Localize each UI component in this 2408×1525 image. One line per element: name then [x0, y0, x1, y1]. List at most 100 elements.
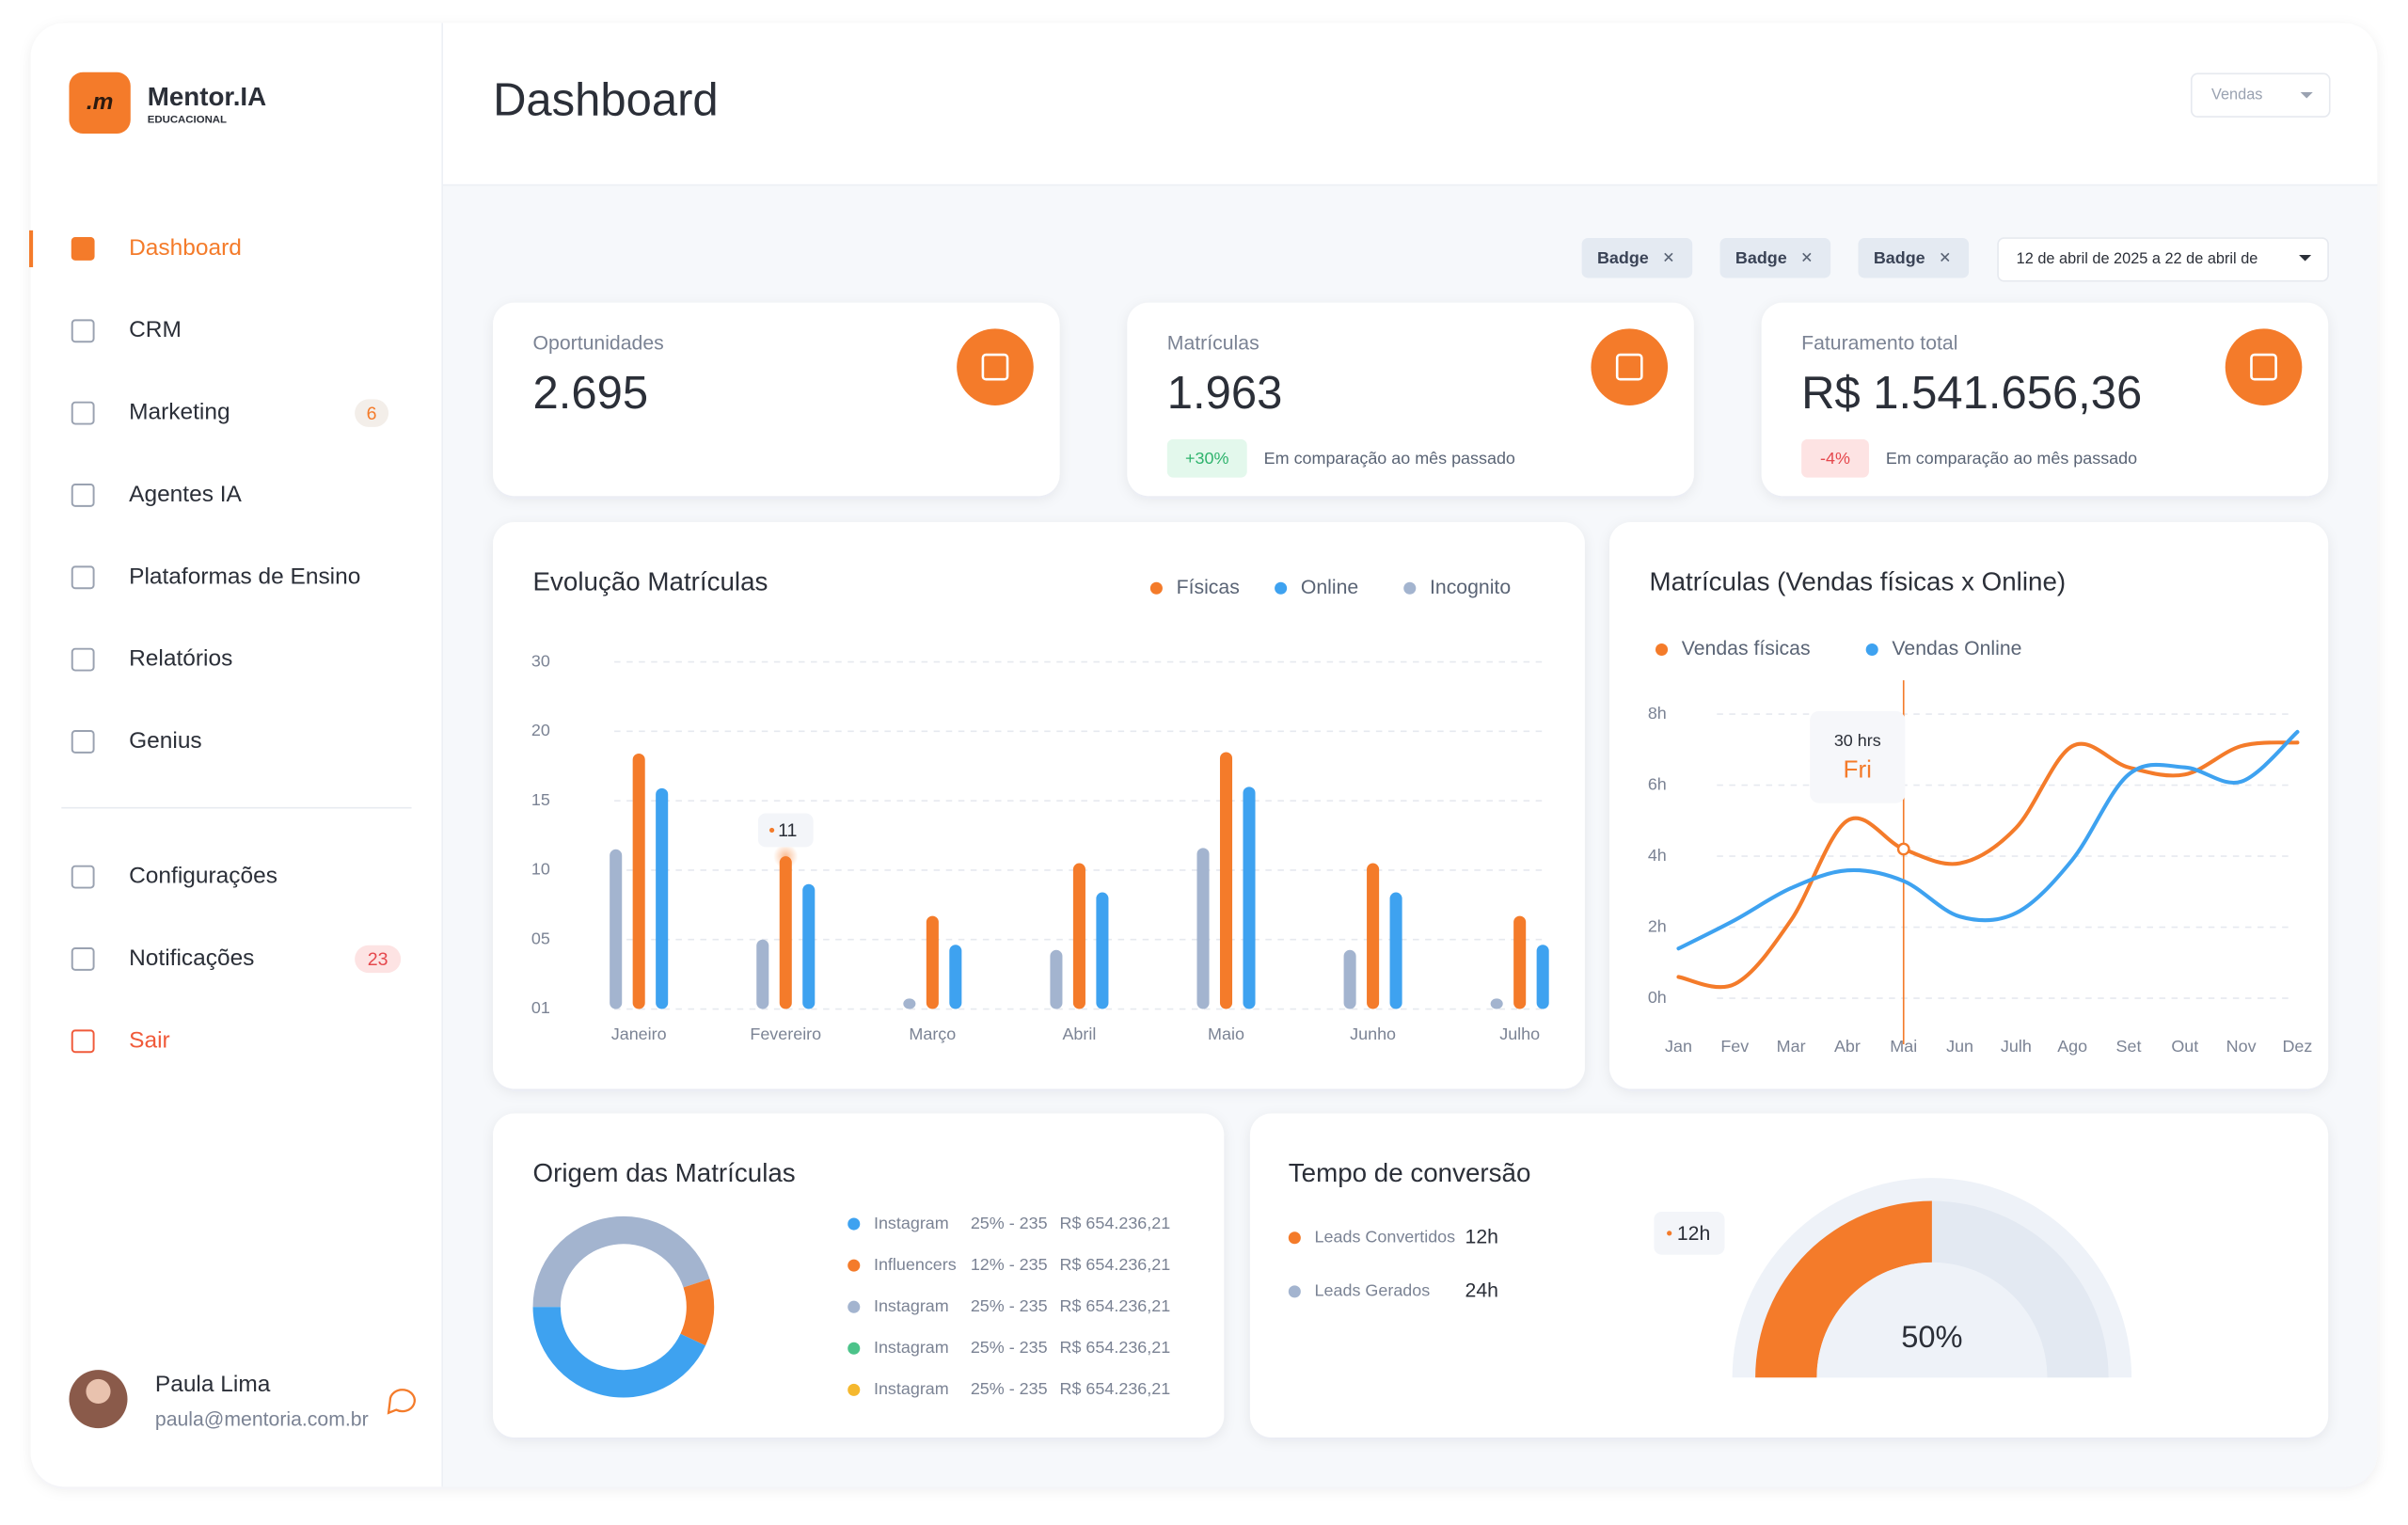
- bar: [949, 945, 962, 1009]
- chat-button[interactable]: [387, 1389, 416, 1415]
- x-tick-label: Abr: [1834, 1037, 1861, 1056]
- x-tick-label: Set: [2116, 1037, 2142, 1056]
- legend-name: Leads Convertidos: [1315, 1227, 1456, 1246]
- legend-name: Influencers: [874, 1255, 957, 1274]
- bar: [1536, 945, 1549, 1009]
- x-tick-label: Julh: [2001, 1037, 2032, 1056]
- bar: [632, 753, 645, 1009]
- nav-label[interactable]: Plataformas de Ensino: [129, 564, 360, 589]
- tooltip: [1654, 1211, 1725, 1255]
- nav-label[interactable]: Sair: [129, 1027, 170, 1053]
- tooltip-value: 12h: [1677, 1223, 1710, 1245]
- nav-label[interactable]: Genius: [129, 728, 202, 754]
- filter-badge-close: [1802, 252, 1812, 262]
- x-tick-label: Out: [2171, 1037, 2198, 1056]
- y-tick-label: 30: [531, 651, 550, 670]
- filter-badge[interactable]: [1719, 238, 1831, 278]
- legend-name: Instagram: [874, 1214, 949, 1232]
- nav-label[interactable]: Notificações: [129, 945, 254, 971]
- filter-badge-text: Badge: [1735, 248, 1787, 267]
- filter-badge[interactable]: [1858, 238, 1970, 278]
- legend-dot: [848, 1300, 861, 1313]
- page-title: Dashboard: [493, 74, 719, 125]
- bar: [1490, 998, 1503, 1009]
- x-tick-label: Ago: [2057, 1037, 2087, 1056]
- chart-title: Matrículas (Vendas físicas x Online): [1649, 567, 2066, 596]
- nav-active-indicator: [29, 230, 34, 268]
- nav-icon: [71, 730, 95, 754]
- legend-amount: R$ 654.236,21: [1060, 1255, 1171, 1274]
- kpi-card: [1761, 302, 2329, 497]
- filter-badge-text: Badge: [1597, 248, 1649, 267]
- brand-tagline: EDUCACIONAL: [148, 114, 227, 125]
- date-select[interactable]: [1997, 237, 2329, 282]
- x-tick-label: Abril: [1062, 1025, 1096, 1043]
- nav-icon: [71, 319, 95, 343]
- select-arrow: [2300, 91, 2313, 99]
- kpi-change-badge: [1801, 438, 1869, 478]
- legend-label: Físicas: [1177, 577, 1240, 598]
- bar-highlight: [773, 844, 799, 869]
- nav-icon: [71, 1029, 95, 1054]
- bar: [1196, 848, 1210, 1009]
- nav-icon: [71, 647, 95, 672]
- legend-dot: [1149, 581, 1163, 595]
- chart-title: Evolução Matrículas: [533, 567, 768, 596]
- bar: [1072, 863, 1085, 1009]
- nav-label[interactable]: Relatórios: [129, 646, 232, 672]
- legend-dot: [1656, 643, 1669, 657]
- x-tick-label: Janeiro: [611, 1025, 667, 1043]
- nav-label[interactable]: Configurações: [129, 864, 277, 889]
- bar: [802, 883, 816, 1009]
- chart-title: Origem das Matrículas: [533, 1158, 796, 1187]
- legend-name: Instagram: [874, 1338, 949, 1357]
- kpi-label: Faturamento total: [1801, 332, 1957, 354]
- tooltip: [1810, 710, 1906, 803]
- user-avatar-face: [86, 1378, 111, 1405]
- bar: [656, 787, 669, 1009]
- bar: [1050, 949, 1063, 1009]
- date-range: 12 de abril de 2025 a 22 de abril de: [2017, 250, 2258, 267]
- nav-label[interactable]: CRM: [129, 317, 182, 342]
- chart-card: [1609, 522, 2329, 1089]
- x-tick-label: Junho: [1350, 1025, 1396, 1043]
- kpi-label: Matrículas: [1167, 332, 1259, 354]
- kpi-icon: [2225, 328, 2303, 405]
- nav-badge-text: 23: [368, 949, 388, 970]
- x-tick-label: Fev: [1720, 1037, 1749, 1056]
- nav-label[interactable]: Agentes IA: [129, 482, 242, 507]
- nav-badge: [355, 399, 389, 427]
- nav-label[interactable]: Marketing: [129, 400, 230, 425]
- legend-name: Leads Gerados: [1315, 1281, 1431, 1300]
- legend-share: 12% - 235: [971, 1255, 1048, 1274]
- tooltip-value: 11: [778, 820, 797, 841]
- x-tick-label: Nov: [2226, 1037, 2257, 1056]
- y-tick-label: 4h: [1648, 846, 1667, 865]
- bar: [779, 856, 792, 1009]
- y-tick-label: 10: [531, 860, 550, 879]
- nav-label[interactable]: Dashboard: [129, 235, 242, 261]
- tooltip-label: Fri: [1844, 755, 1872, 783]
- legend-dot: [848, 1259, 861, 1272]
- bar: [1343, 949, 1356, 1009]
- legend-label: Vendas Online: [1892, 638, 2021, 659]
- nav-icon: [71, 237, 95, 261]
- legend-dot: [848, 1217, 861, 1231]
- nav-badge: [355, 945, 402, 974]
- legend-share: 25% - 235: [971, 1296, 1048, 1315]
- select-arrow: [2299, 254, 2312, 262]
- header-select[interactable]: [2190, 72, 2331, 118]
- kpi-change: +30%: [1185, 449, 1228, 468]
- kpi-icon-glyph: [2250, 353, 2277, 381]
- tooltip-dot: [1667, 1231, 1672, 1236]
- y-tick-label: 2h: [1648, 916, 1667, 935]
- bar: [1513, 915, 1527, 1009]
- kpi-change: -4%: [1820, 449, 1850, 468]
- kpi-value: 2.695: [533, 368, 649, 419]
- legend-label: Online: [1301, 577, 1358, 598]
- legend-label: Vendas físicas: [1682, 638, 1811, 659]
- kpi-card: [1127, 302, 1694, 497]
- filter-badge[interactable]: [1581, 238, 1693, 278]
